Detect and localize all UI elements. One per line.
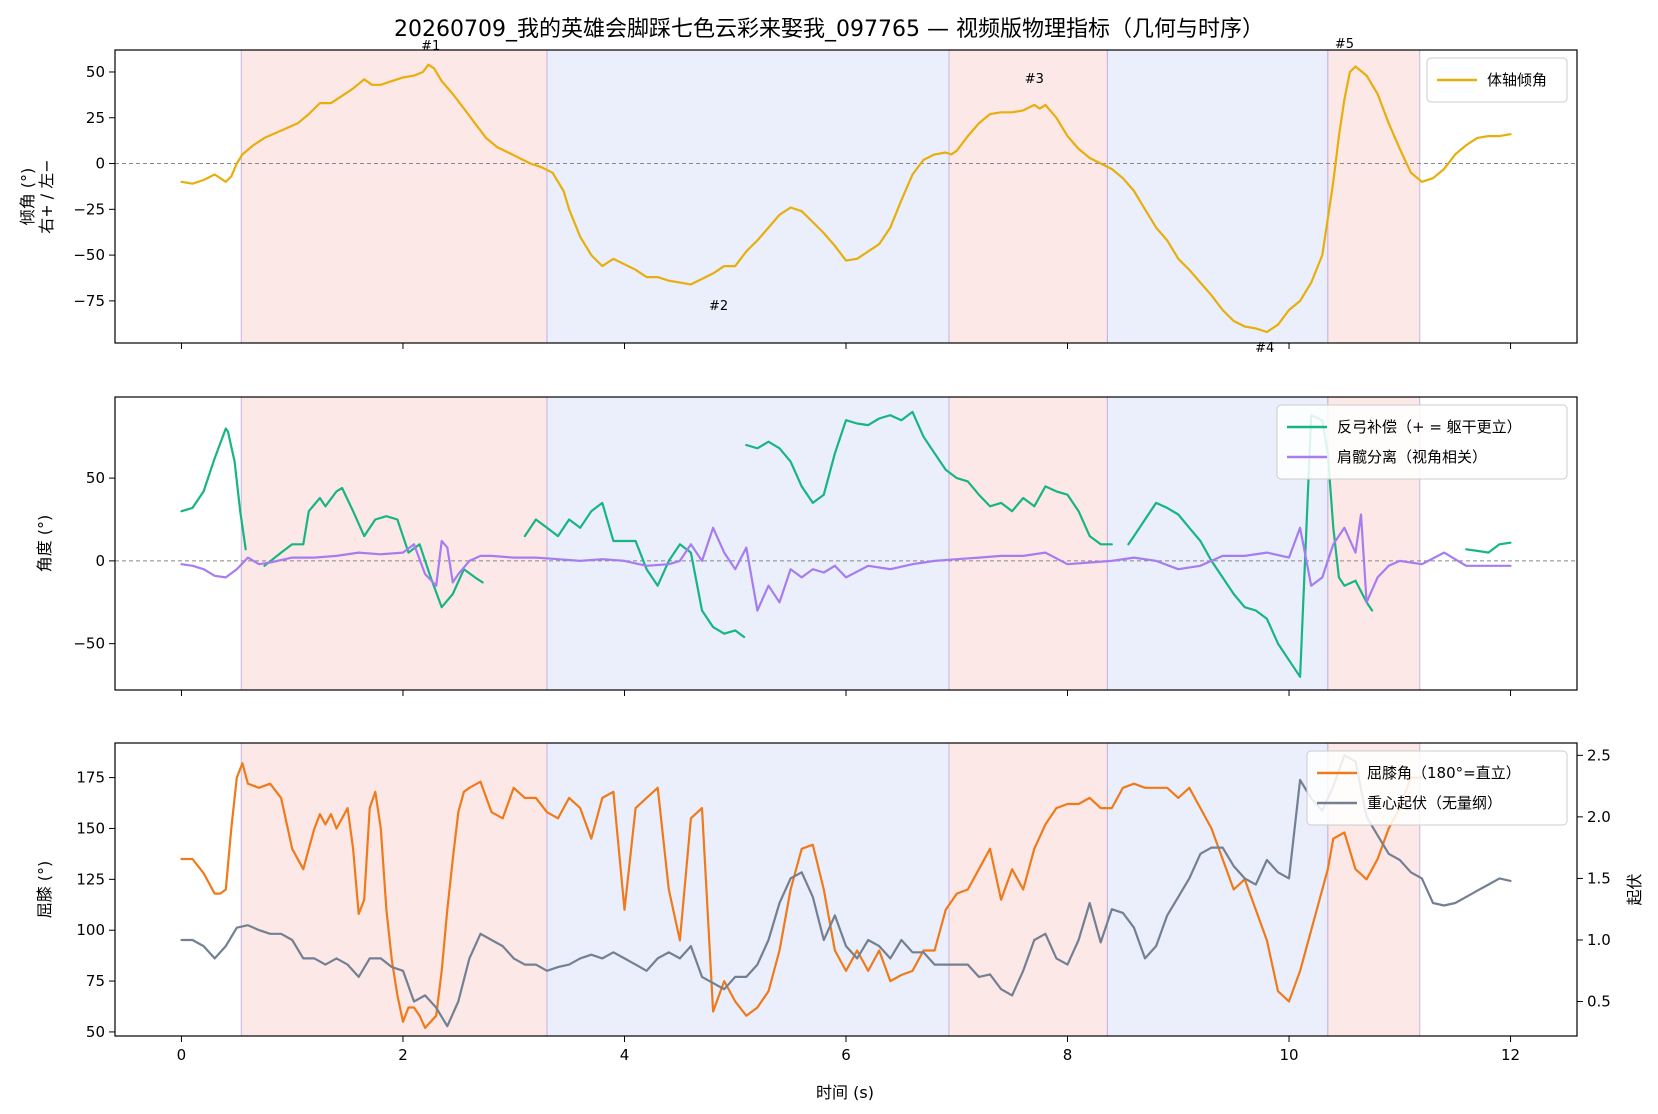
y-tick-label: 50 <box>86 469 105 487</box>
x-tick-label: 8 <box>1063 1046 1073 1064</box>
peak-annotation: #4 <box>1255 341 1274 356</box>
legend-box <box>1426 57 1568 103</box>
plot-area <box>180 63 1512 334</box>
peak-annotation: #2 <box>709 299 728 314</box>
legend-box <box>1276 404 1568 480</box>
shaded-region-3 <box>949 743 1108 1036</box>
legend-entry: 体轴倾角 <box>1487 71 1547 89</box>
shaded-region-3 <box>949 50 1108 343</box>
y-tick-label: 50 <box>86 63 105 81</box>
y-axis-label: 角度 (°) <box>35 515 54 573</box>
series-line-2-1-1 <box>180 427 247 551</box>
series-line-2-1-2 <box>263 486 484 609</box>
plot-area <box>180 754 1512 1030</box>
y2-tick-label: 1.5 <box>1587 869 1611 887</box>
y-tick-label: −75 <box>73 292 105 310</box>
panel-3: 0 2 4 6 8 10 12 50 75 100 125 150 175 屈膝 (°) 0.5 1.0 1.5… <box>35 742 1644 1064</box>
y2-tick-label: 0.5 <box>1587 993 1611 1011</box>
shaded-region-1 <box>241 397 547 690</box>
series-line-2-2-1 <box>180 513 1512 612</box>
shaded-region-3 <box>949 397 1108 690</box>
legend-entry: 反弓补偿（+ = 躯干更立） <box>1337 418 1522 436</box>
y2-tick-label: 2.5 <box>1587 746 1611 764</box>
y-axis-label: 倾角 (°) <box>18 168 37 226</box>
x-tick-label: 4 <box>620 1046 630 1064</box>
y2-axis-label: 起伏 <box>1625 873 1644 905</box>
panel-1: −75 −50 −25 0 25 50 倾角 (°) 右+ / 左− #1 #2 #3 #4 #5 体轴倾… <box>18 37 1578 356</box>
x-tick-label: 10 <box>1279 1046 1298 1064</box>
legend: 屈膝角（180°=直立） 重心起伏（无量纲） <box>1306 750 1568 826</box>
panels-layer: −75 −50 −25 0 25 50 倾角 (°) 右+ / 左− #1 #2 #3 #4 #5 体轴倾… <box>18 37 1644 1064</box>
shaded-region-4 <box>1107 50 1328 343</box>
shaded-region-2 <box>546 50 950 343</box>
x-tick-label: 2 <box>398 1046 408 1064</box>
shaded-region-1 <box>241 743 547 1036</box>
y-tick-label: 50 <box>86 1023 105 1041</box>
series-line-2-1-5 <box>1127 414 1374 678</box>
y-tick-label: 125 <box>76 870 105 888</box>
series-line-2-1-4 <box>745 410 1113 546</box>
y-tick-label: −25 <box>73 200 105 218</box>
y-tick-label: 25 <box>86 109 105 127</box>
shaded-region-1 <box>241 50 547 343</box>
y-tick-label: −50 <box>73 246 105 264</box>
legend-entry: 肩髋分离（视角相关） <box>1337 448 1487 466</box>
y-tick-label: 0 <box>95 155 105 173</box>
series-line-2-1-3 <box>523 501 746 639</box>
shaded-region-5 <box>1327 50 1420 343</box>
peak-annotation: #5 <box>1335 37 1354 52</box>
y-tick-label: 175 <box>76 769 105 787</box>
y-axis-label: 右+ / 左− <box>37 159 56 233</box>
y-tick-label: 0 <box>95 552 105 570</box>
legend: 反弓补偿（+ = 躯干更立） 肩髋分离（视角相关） <box>1276 404 1568 480</box>
legend-entry: 重心起伏（无量纲） <box>1367 794 1502 812</box>
y-tick-label: 100 <box>76 921 105 939</box>
x-tick-label: 6 <box>841 1046 851 1064</box>
series-line-3-2-1 <box>180 754 1512 1028</box>
peak-annotation: #1 <box>421 39 440 54</box>
legend-entry: 屈膝角（180°=直立） <box>1367 764 1521 782</box>
y2-tick-label: 2.0 <box>1587 808 1611 826</box>
y2-tick-label: 1.0 <box>1587 931 1611 949</box>
shaded-region-4 <box>1107 743 1328 1036</box>
y-tick-label: −50 <box>73 635 105 653</box>
plot-area <box>180 410 1512 678</box>
x-tick-label: 12 <box>1501 1046 1520 1064</box>
series-line-2-1-6 <box>1465 541 1512 554</box>
y-axis-label: 屈膝 (°) <box>35 861 54 919</box>
legend-box <box>1306 750 1568 826</box>
x-tick-label: 0 <box>177 1046 187 1064</box>
series-line-1-1-1 <box>180 63 1512 334</box>
x-axis-label: 时间 (s) <box>816 1083 874 1102</box>
y-tick-label: 150 <box>76 819 105 837</box>
y-tick-label: 75 <box>86 972 105 990</box>
shaded-region-2 <box>546 397 950 690</box>
panel-2: −50 0 50 角度 (°) 反弓补偿（+ = 躯干更立） 肩髋分离（视角相关） <box>35 396 1578 696</box>
peak-annotation: #3 <box>1025 72 1044 87</box>
legend: 体轴倾角 <box>1426 57 1568 103</box>
shaded-region-2 <box>546 743 950 1036</box>
series-line-3-1-1 <box>180 762 1424 1030</box>
chart-title: 20260709_我的英雄会脚踩七色云彩来娶我_097765 — 视频版物理指标… <box>394 17 1264 42</box>
